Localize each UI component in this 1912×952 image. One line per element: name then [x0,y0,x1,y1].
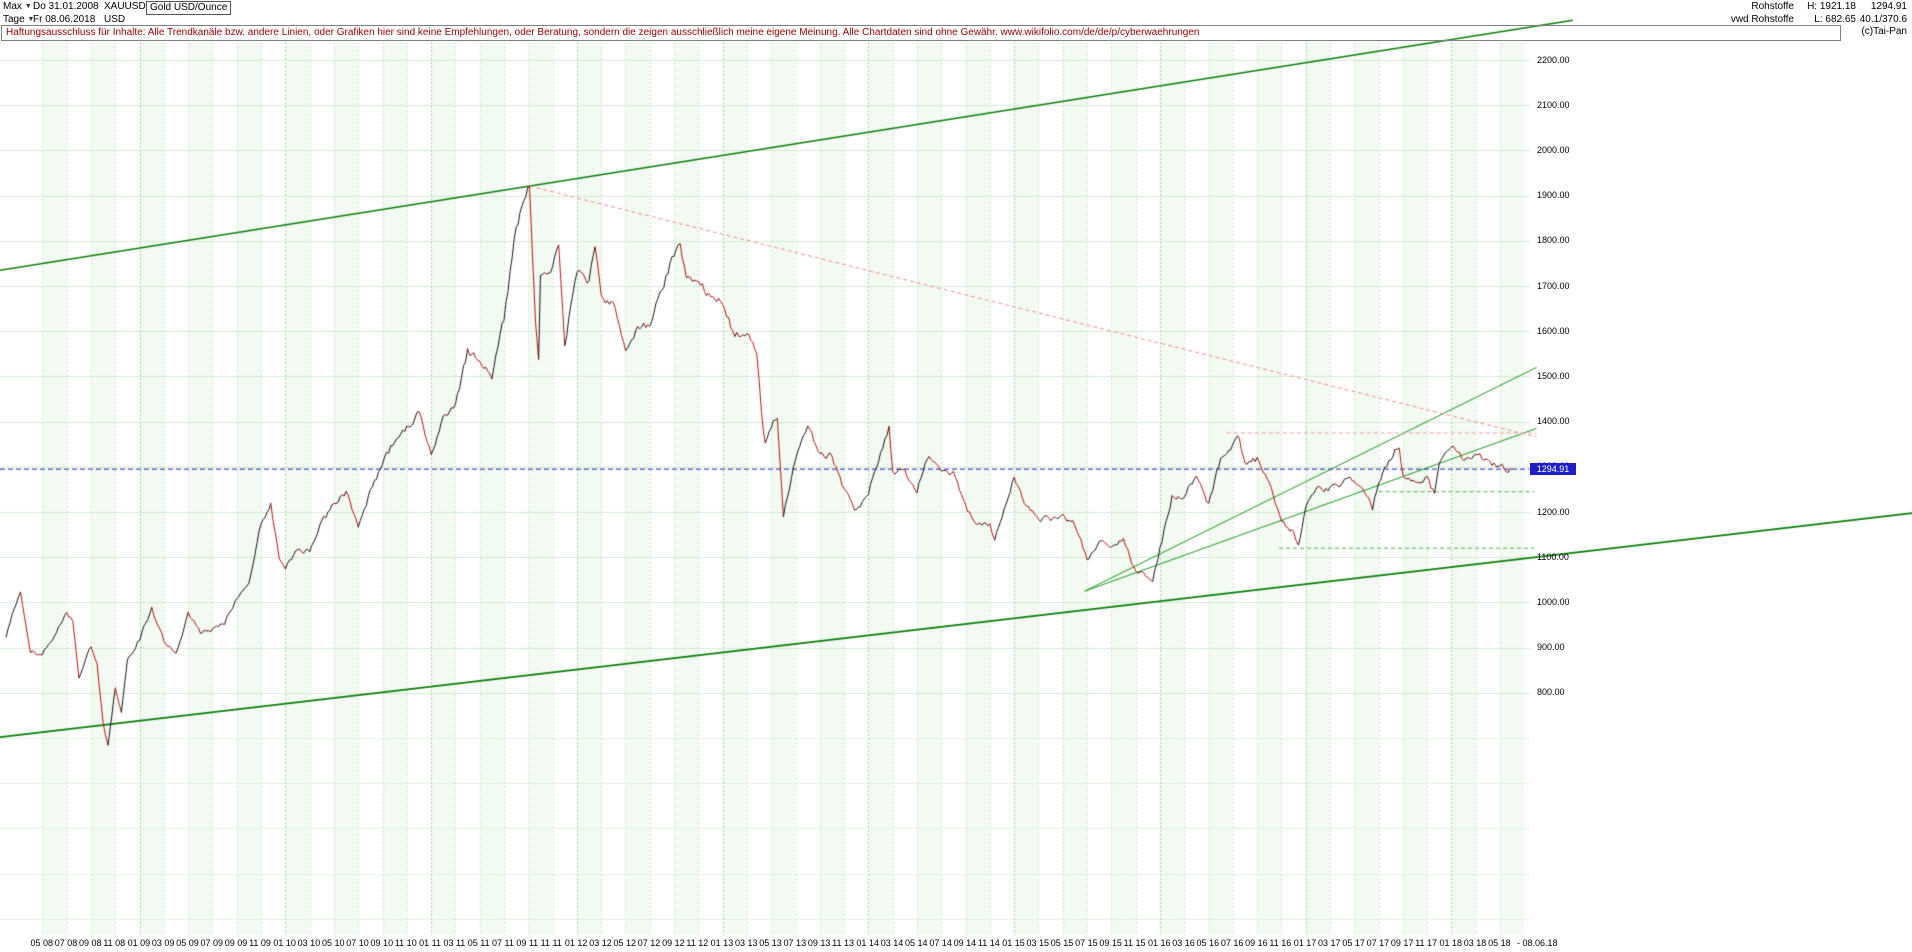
x-axis-label: 05 17 [1342,938,1365,948]
x-axis-label: 03 09 [151,938,175,948]
x-axis-label: 07 08 [54,938,78,948]
x-axis-label: 11 10 [394,938,417,948]
x-axis-label: 11 13 [832,938,854,948]
x-axis-label: 05 10 [321,938,345,948]
x-axis-label: 01 13 [710,938,734,948]
x-axis-label: 11 17 [1415,938,1438,948]
period-selector-label: Tage [3,14,25,25]
x-axis-label: 01 18 [1439,938,1463,948]
x-axis-label: 11 14 [977,938,1000,948]
provider-label: vwd Rohstoffe [1730,14,1794,25]
x-axis-label: 05 13 [759,938,782,948]
chevron-down-icon: ▼ [24,3,32,10]
instrument-name: Gold USD/Ounce [146,1,232,15]
start-date-field[interactable]: Do 31.01.2008 [33,1,99,12]
x-axis-label: 09 15 [1099,938,1122,948]
x-axis-label: 03 14 [880,938,904,948]
x-axis-label: 09 11 [516,938,539,948]
range-selector-label: Max [3,1,22,12]
x-axis-label: 01 10 [273,938,296,948]
x-axis-label: 11 08 [103,938,126,948]
end-date-field[interactable]: Fr 08.06.2018 [33,14,96,25]
x-axis-label: 09 10 [370,938,394,948]
disclaimer-text: Haftungsausschluss für Inhalte: Alle Tre… [1,25,1841,41]
x-axis-label: 11 12 [686,938,709,948]
x-axis-label: 07 10 [346,938,369,948]
x-axis-label: 03 16 [1172,938,1195,948]
x-axis-label: 11 09 [249,938,271,948]
x-axis-label: 01 09 [127,938,151,948]
high-value: H: 1921.18 [1807,1,1856,12]
x-axis-label: 09 14 [953,938,977,948]
x-axis-label: 03 12 [589,938,612,948]
x-axis-label: 07 09 [200,938,224,948]
x-axis-label: 11 11 [540,938,562,948]
x-axis-label: 07 14 [929,938,952,948]
last-value: 1294.91 [1870,1,1907,12]
x-axis-label: 09 13 [807,938,831,948]
x-axis-label: 09 08 [79,938,102,948]
x-axis-label: 09 09 [224,938,248,948]
x-axis-label: 05 08 [30,938,53,948]
x-axis-label: 05 14 [905,938,928,948]
currency-label: USD [104,14,126,25]
x-axis-label: 01 11 [419,938,441,948]
x-axis-label: 07 12 [637,938,661,948]
range-value: 40.1/370.6 [1859,14,1907,25]
x-axis-label: 09 12 [662,938,685,948]
symbol-field[interactable]: XAUUSD [104,1,146,12]
x-axis-label: 07 13 [783,938,807,948]
x-axis-label: 01 14 [856,938,879,948]
x-axis-label: 11 16 [1269,938,1292,948]
x-axis-label: 05 15 [1050,938,1074,948]
period-selector[interactable]: Tage ▼ [3,14,34,26]
x-axis-label: 01 12 [564,938,588,948]
x-axis-end-label: - 08.06.18 [1517,938,1558,948]
x-axis-label: 11 15 [1123,938,1146,948]
range-selector[interactable]: Max ▼ [3,1,32,13]
x-axis-label: 03 13 [734,938,758,948]
x-axis-label: 07 16 [1220,938,1244,948]
low-value: L: 682.65 [1814,14,1856,25]
category-label: Rohstoffe [1751,1,1794,12]
x-axis: - 08.06.18 05 08 07 08 09 08 11 08 01 09 03 0… [0,938,1912,952]
x-axis-label: 01 17 [1293,938,1317,948]
x-axis-label: 03 18 [1463,938,1487,948]
x-axis-label: 07 17 [1366,938,1390,948]
x-axis-label: 03 17 [1318,938,1341,948]
x-axis-label: 03 15 [1026,938,1050,948]
x-axis-label: 07 15 [1075,938,1098,948]
x-axis-label: 03 11 [443,938,466,948]
x-axis-label: 05 18 [1488,938,1511,948]
x-axis-label: 01 16 [1147,938,1171,948]
x-axis-label: 07 11 [492,938,514,948]
x-axis-label: 09 16 [1245,938,1268,948]
x-axis-label: 01 15 [1002,938,1025,948]
x-axis-label: 03 10 [297,938,321,948]
x-axis-label: 05 09 [176,938,199,948]
copyright-label: (c)Tai-Pan [1861,26,1907,37]
current-price-tag[interactable]: 1294.91 [1530,463,1576,476]
x-axis-label: 05 16 [1196,938,1220,948]
x-axis-label: 05 11 [467,938,490,948]
chevron-down-icon: ▼ [27,16,35,23]
x-axis-label: 09 17 [1390,938,1414,948]
x-axis-label: 05 12 [613,938,637,948]
